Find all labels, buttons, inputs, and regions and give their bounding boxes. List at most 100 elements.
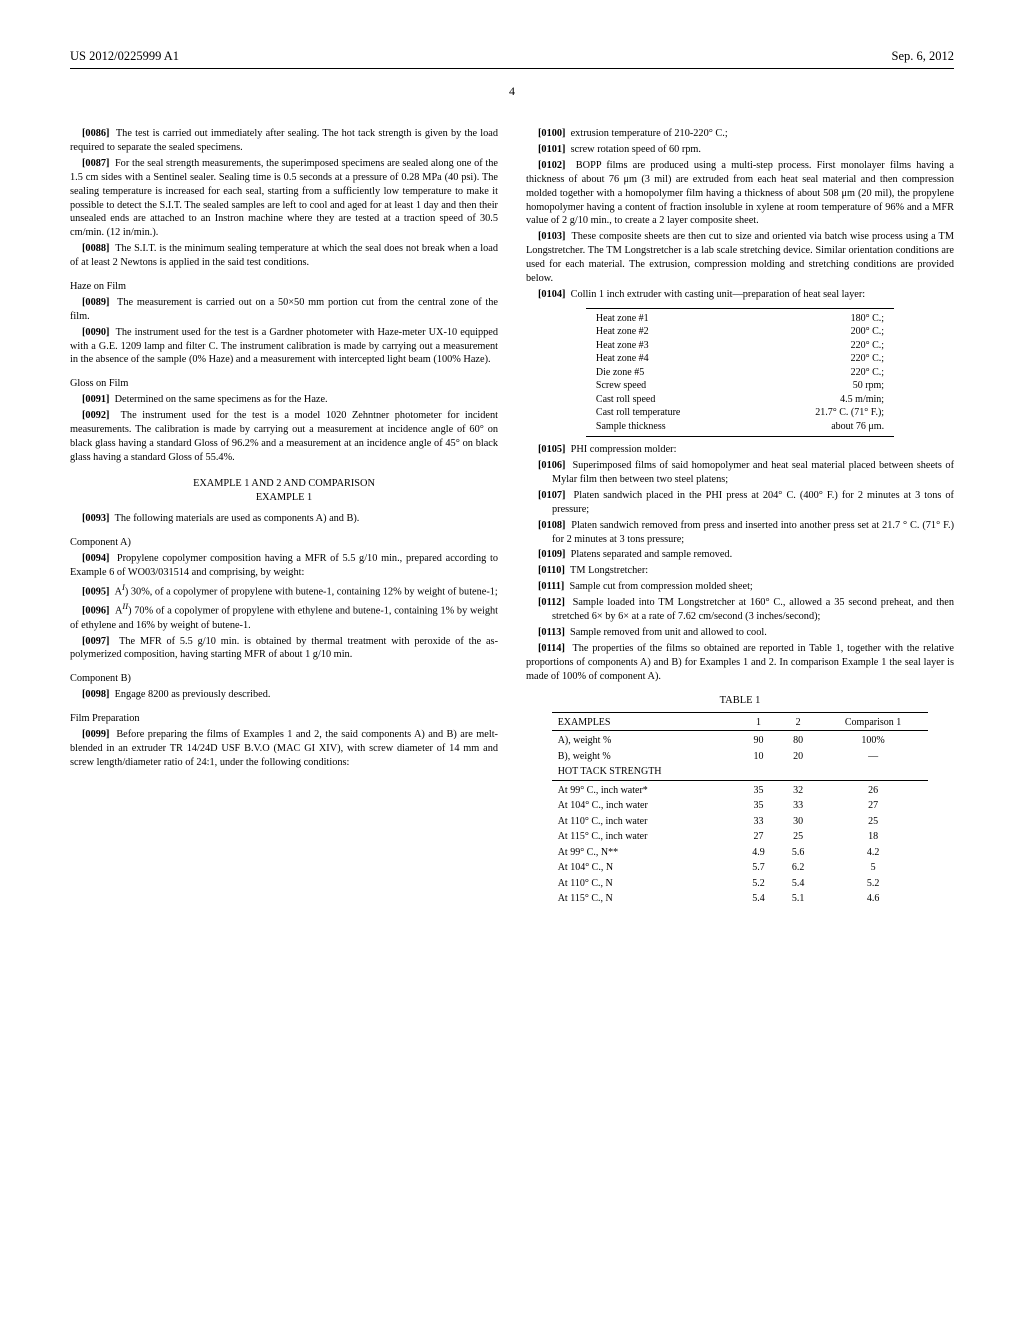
paragraph: [0107] Platen sandwich placed in the PHI… bbox=[552, 489, 954, 517]
paragraph-text: For the seal strength measurements, the … bbox=[70, 158, 498, 238]
table-cell bbox=[818, 764, 928, 780]
paragraph-text: PHI compression molder: bbox=[571, 444, 677, 455]
paragraph: [0101] screw rotation speed of 60 rpm. bbox=[526, 143, 954, 157]
paragraph: [0109] Platens separated and sample remo… bbox=[552, 548, 954, 562]
table-cell: 21.7° C. (71° F.); bbox=[752, 406, 894, 420]
table-cell: 80 bbox=[778, 733, 818, 749]
paragraph: [0090] The instrument used for the test … bbox=[70, 326, 498, 368]
paragraph: [0088] The S.I.T. is the minimum sealing… bbox=[70, 242, 498, 270]
paragraph: [0098] Engage 8200 as previously describ… bbox=[70, 688, 498, 702]
table-cell: 5 bbox=[818, 860, 928, 876]
paragraph-text: ) 30%, of a copolymer of propylene with … bbox=[125, 586, 498, 597]
table-row: Heat zone #4220° C.; bbox=[586, 352, 894, 366]
table-cell: At 110° C., inch water bbox=[552, 814, 739, 830]
table-cell: 20 bbox=[778, 749, 818, 765]
paragraph: [0095] AI) 30%, of a copolymer of propyl… bbox=[70, 582, 498, 599]
section-heading: Component A) bbox=[70, 536, 498, 550]
page-number: 4 bbox=[70, 83, 954, 99]
table-cell: 10 bbox=[739, 749, 779, 765]
table-cell: — bbox=[818, 749, 928, 765]
table-cell: 32 bbox=[778, 783, 818, 799]
table-row: At 110° C., N5.25.45.2 bbox=[552, 876, 929, 892]
table-row: Heat zone #2200° C.; bbox=[586, 325, 894, 339]
paragraph: [0089] The measurement is carried out on… bbox=[70, 296, 498, 324]
publication-number: US 2012/0225999 A1 bbox=[70, 48, 179, 65]
paragraph: [0093] The following materials are used … bbox=[70, 512, 498, 526]
table-cell: 5.1 bbox=[778, 891, 818, 907]
table-cell: Heat zone #2 bbox=[586, 325, 752, 339]
paragraph-text: The properties of the films so obtained … bbox=[526, 643, 954, 682]
table-cell: Die zone #5 bbox=[586, 366, 752, 380]
table-cell: 90 bbox=[739, 733, 779, 749]
paragraph: [0094] Propylene copolymer composition h… bbox=[70, 552, 498, 580]
table-cell: Heat zone #4 bbox=[586, 352, 752, 366]
table-cell: 30 bbox=[778, 814, 818, 830]
table-header: Comparison 1 bbox=[818, 715, 928, 731]
table-cell bbox=[778, 764, 818, 780]
paragraph-text: Sample cut from compression molded sheet… bbox=[569, 581, 752, 592]
table-row: B), weight %1020— bbox=[552, 749, 929, 765]
table-cell: Cast roll temperature bbox=[586, 406, 752, 420]
paragraph-text: Propylene copolymer composition having a… bbox=[70, 553, 498, 578]
table-1: EXAMPLES 1 2 Comparison 1 A), weight %90… bbox=[552, 712, 929, 907]
extruder-conditions-table: Heat zone #1180° C.;Heat zone #2200° C.;… bbox=[586, 308, 894, 438]
table-row: Die zone #5220° C.; bbox=[586, 366, 894, 380]
paragraph: [0096] AII) 70% of a copolymer of propyl… bbox=[70, 601, 498, 632]
table-cell: 220° C.; bbox=[752, 366, 894, 380]
table-row: At 99° C., N**4.95.64.2 bbox=[552, 845, 929, 861]
table-cell: Sample thickness bbox=[586, 420, 752, 434]
paragraph: [0112] Sample loaded into TM Longstretch… bbox=[552, 596, 954, 624]
table-row: A), weight %9080100% bbox=[552, 733, 929, 749]
table-cell: about 76 μm. bbox=[752, 420, 894, 434]
paragraph-text: Determined on the same specimens as for … bbox=[115, 394, 328, 405]
paragraph: [0086] The test is carried out immediate… bbox=[70, 127, 498, 155]
table-cell: 220° C.; bbox=[752, 339, 894, 353]
paragraph: [0099] Before preparing the films of Exa… bbox=[70, 728, 498, 770]
table-cell: Screw speed bbox=[586, 379, 752, 393]
table-cell: 4.6 bbox=[818, 891, 928, 907]
table-cell: At 99° C., N** bbox=[552, 845, 739, 861]
paragraph: [0103] These composite sheets are then c… bbox=[526, 230, 954, 286]
paragraph-text: extrusion temperature of 210-220° C.; bbox=[571, 128, 728, 139]
table-cell: At 99° C., inch water* bbox=[552, 783, 739, 799]
table-cell bbox=[739, 764, 779, 780]
paragraph: [0087] For the seal strength measurement… bbox=[70, 157, 498, 240]
table-cell: Heat zone #1 bbox=[586, 312, 752, 326]
table-row: At 115° C., inch water272518 bbox=[552, 829, 929, 845]
publication-date: Sep. 6, 2012 bbox=[892, 48, 955, 65]
table-cell: 5.2 bbox=[739, 876, 779, 892]
table-cell: At 104° C., N bbox=[552, 860, 739, 876]
paragraph: [0106] Superimposed films of said homopo… bbox=[552, 459, 954, 487]
paragraph-text: Engage 8200 as previously described. bbox=[115, 689, 271, 700]
heading-line: EXAMPLE 1 bbox=[256, 492, 312, 503]
paragraph-text: Collin 1 inch extruder with casting unit… bbox=[571, 289, 866, 300]
paragraph: [0114] The properties of the films so ob… bbox=[526, 642, 954, 684]
table-row: Cast roll speed4.5 m/min; bbox=[586, 393, 894, 407]
page-header: US 2012/0225999 A1 Sep. 6, 2012 bbox=[70, 48, 954, 65]
paragraph-text: Sample loaded into TM Longstretcher at 1… bbox=[552, 597, 954, 622]
paragraph-text: ) 70% of a copolymer of propylene with e… bbox=[70, 606, 498, 631]
table-row: Cast roll temperature21.7° C. (71° F.); bbox=[586, 406, 894, 420]
table-cell: 33 bbox=[739, 814, 779, 830]
paragraph-text: These composite sheets are then cut to s… bbox=[526, 231, 954, 284]
heading-line: EXAMPLE 1 AND 2 AND COMPARISON bbox=[193, 478, 375, 489]
header-rule bbox=[70, 68, 954, 69]
table-row: Heat zone #3220° C.; bbox=[586, 339, 894, 353]
paragraph-text: The MFR of 5.5 g/10 min. is obtained by … bbox=[70, 636, 498, 661]
table-cell: Heat zone #3 bbox=[586, 339, 752, 353]
table-header: EXAMPLES bbox=[552, 715, 739, 731]
paragraph-text: screw rotation speed of 60 rpm. bbox=[571, 144, 701, 155]
table-row: HOT TACK STRENGTH bbox=[552, 764, 929, 780]
table-cell: 35 bbox=[739, 798, 779, 814]
paragraph: [0102] BOPP films are produced using a m… bbox=[526, 159, 954, 228]
paragraph-text: A bbox=[115, 586, 122, 597]
left-column: [0086] The test is carried out immediate… bbox=[70, 127, 498, 907]
table-row: Heat zone #1180° C.; bbox=[586, 312, 894, 326]
table-cell: 33 bbox=[778, 798, 818, 814]
paragraph-text: Platen sandwich placed in the PHI press … bbox=[552, 490, 954, 515]
table-row: At 104° C., N5.76.25 bbox=[552, 860, 929, 876]
section-heading: Gloss on Film bbox=[70, 377, 498, 391]
table-header: 1 bbox=[739, 715, 779, 731]
table-row: At 115° C., N5.45.14.6 bbox=[552, 891, 929, 907]
table-row: At 99° C., inch water*353226 bbox=[552, 783, 929, 799]
